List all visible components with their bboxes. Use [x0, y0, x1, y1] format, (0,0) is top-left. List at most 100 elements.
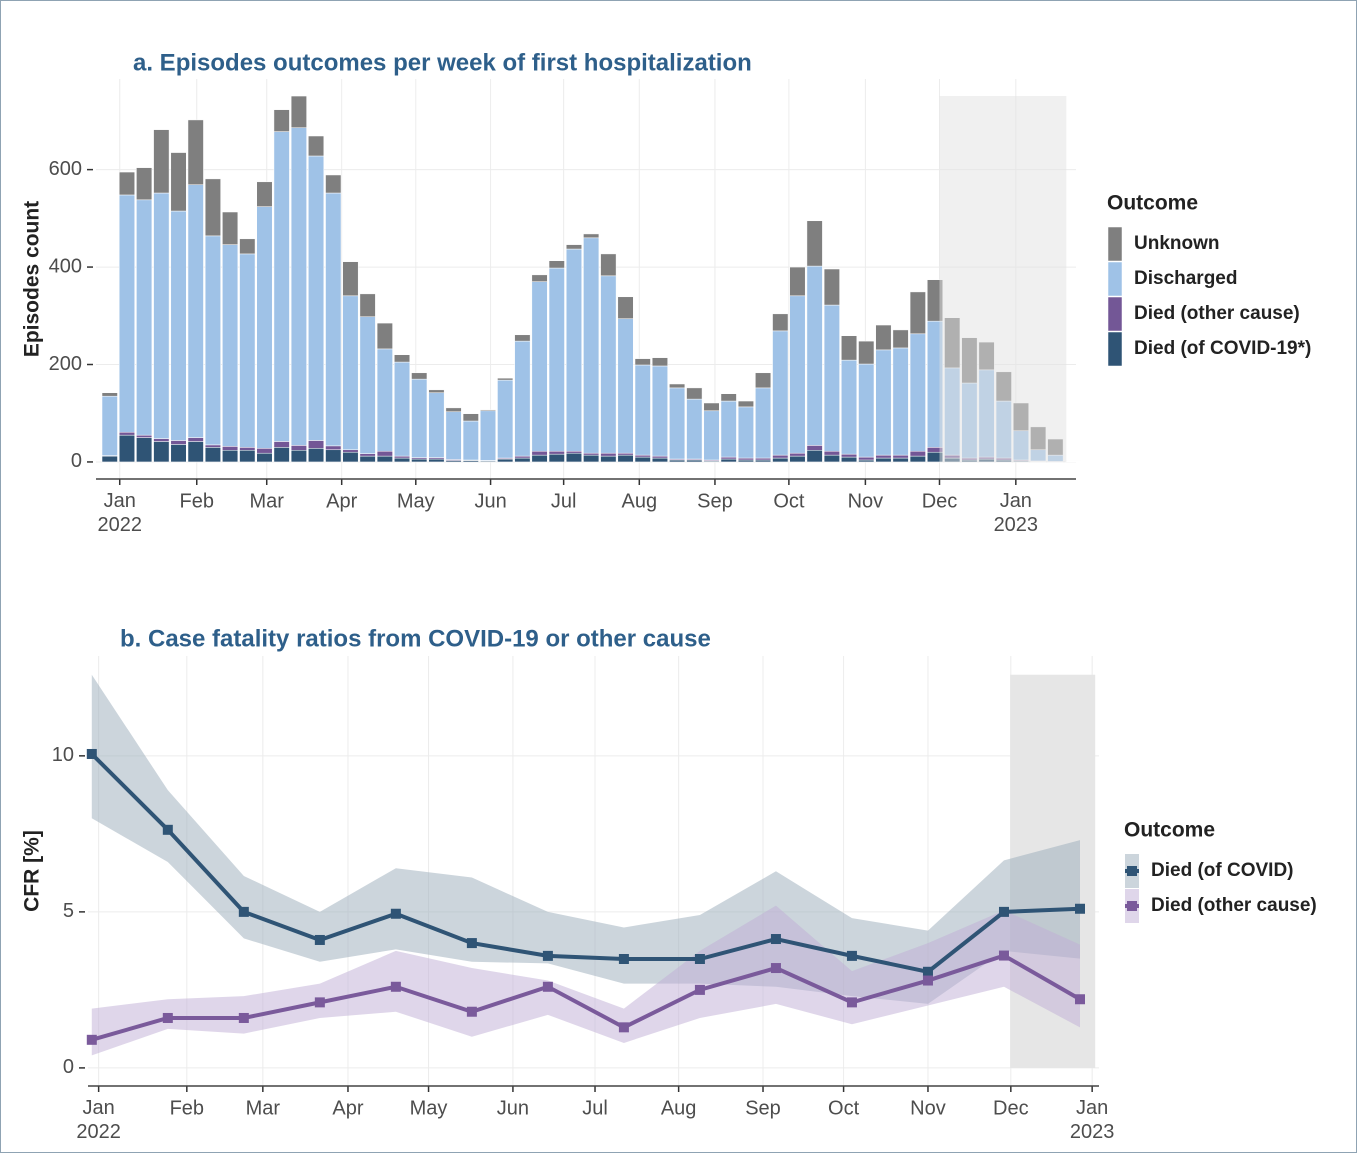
- bar-segment: [892, 454, 909, 459]
- bar-segment: [359, 316, 376, 454]
- bar-segment: [273, 131, 290, 442]
- point: [542, 950, 553, 961]
- bar-segment: [239, 253, 256, 448]
- x-tick-label: Jan 2022: [97, 490, 142, 536]
- bar-segment: [583, 233, 600, 239]
- x-tick-label: Mar: [246, 1097, 281, 1119]
- bar-segment: [755, 457, 772, 461]
- point: [618, 1022, 629, 1033]
- bar-segment: [634, 456, 651, 463]
- point: [1074, 994, 1085, 1005]
- x-tick-label: Feb: [170, 1097, 204, 1119]
- bar-segment: [617, 318, 634, 454]
- bar-segment: [841, 453, 858, 458]
- point: [694, 984, 705, 995]
- bar-segment: [204, 235, 221, 446]
- bar-segment: [273, 109, 290, 132]
- bar-segment: [841, 456, 858, 463]
- point: [86, 1034, 97, 1045]
- bar-segment: [565, 248, 582, 452]
- confidence-band: [91, 905, 1080, 1056]
- bar-segment: [651, 455, 668, 459]
- bar-segment: [411, 458, 428, 463]
- bar-segment: [531, 281, 548, 452]
- bar-segment: [686, 387, 703, 400]
- bar-segment: [892, 329, 909, 349]
- bar-segment: [858, 363, 875, 458]
- bar-segment: [342, 261, 359, 297]
- bar-segment: [737, 406, 754, 459]
- x-tick-label: Jul: [582, 1097, 608, 1119]
- point: [998, 950, 1009, 961]
- bar-segment: [892, 457, 909, 463]
- x-tick-label: Sep: [745, 1097, 781, 1119]
- bar-segment: [170, 210, 187, 441]
- legend-label: Unknown: [1134, 233, 1220, 254]
- bar-segment: [256, 448, 273, 454]
- legend-swatch: [1107, 331, 1123, 367]
- point: [770, 963, 781, 974]
- point: [542, 981, 553, 992]
- x-tick-label: Jun: [497, 1097, 529, 1119]
- bar-segment: [308, 135, 325, 157]
- bar-segment: [187, 184, 204, 438]
- bar-segment: [875, 457, 892, 463]
- bar-segment: [394, 354, 411, 363]
- bar-segment: [583, 452, 600, 456]
- bar-segment: [376, 450, 393, 457]
- bar-segment: [772, 313, 789, 332]
- point: [770, 934, 781, 945]
- bar-segment: [376, 348, 393, 452]
- bar-segment: [394, 455, 411, 459]
- provisional-shade: [939, 96, 1067, 462]
- bar-segment: [823, 304, 840, 452]
- bar-segment: [394, 361, 411, 457]
- bar-segment: [204, 444, 221, 448]
- point: [618, 953, 629, 964]
- point: [162, 824, 173, 835]
- bar-segment: [136, 437, 153, 463]
- bar-segment: [342, 449, 359, 453]
- bar-segment: [617, 296, 634, 319]
- bar-segment: [428, 458, 445, 463]
- y-axis-label: CFR [%]: [21, 830, 44, 912]
- bar-segment: [308, 155, 325, 441]
- y-tick-label: 5: [63, 900, 74, 922]
- bar-segment: [909, 333, 926, 452]
- bar-segment: [823, 268, 840, 306]
- bar-segment: [686, 398, 703, 460]
- bar-segment: [170, 444, 187, 463]
- bar-segment: [565, 450, 582, 454]
- x-tick-label: Jun: [474, 490, 506, 512]
- bar-segment: [789, 455, 806, 463]
- bar-segment: [823, 450, 840, 456]
- bar-segment: [308, 440, 325, 449]
- bar-segment: [737, 400, 754, 408]
- bar-segment: [806, 450, 823, 463]
- bar-segment: [118, 431, 135, 436]
- x-tick-label: Jan 2023: [1070, 1097, 1115, 1143]
- bar-segment: [153, 192, 170, 439]
- bar-segment: [376, 455, 393, 463]
- point: [846, 997, 857, 1008]
- bar-segment: [737, 457, 754, 461]
- bar-segment: [136, 199, 153, 436]
- bar-segment: [239, 450, 256, 463]
- legend-title: Outcome: [1124, 819, 1215, 842]
- bar-segment: [273, 441, 290, 448]
- point: [238, 906, 249, 917]
- bar-segment: [445, 407, 462, 413]
- point: [922, 975, 933, 986]
- x-tick-label: Oct: [773, 490, 805, 512]
- line: [91, 953, 1081, 1042]
- bar-segment: [136, 434, 153, 438]
- bar-segment: [222, 211, 239, 245]
- bar-segment: [480, 410, 496, 461]
- legend-label: Died (other cause): [1134, 303, 1300, 324]
- bar-segment: [170, 440, 187, 445]
- bar-segment: [514, 340, 531, 457]
- bar-segment: [136, 167, 153, 201]
- bar-segment: [548, 267, 565, 452]
- bar-segment: [600, 275, 617, 454]
- y-tick-label: 10: [52, 744, 74, 766]
